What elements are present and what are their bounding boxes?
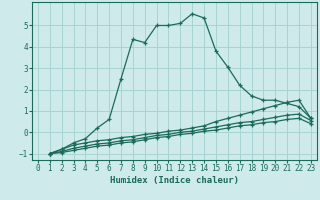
X-axis label: Humidex (Indice chaleur): Humidex (Indice chaleur) (110, 176, 239, 185)
